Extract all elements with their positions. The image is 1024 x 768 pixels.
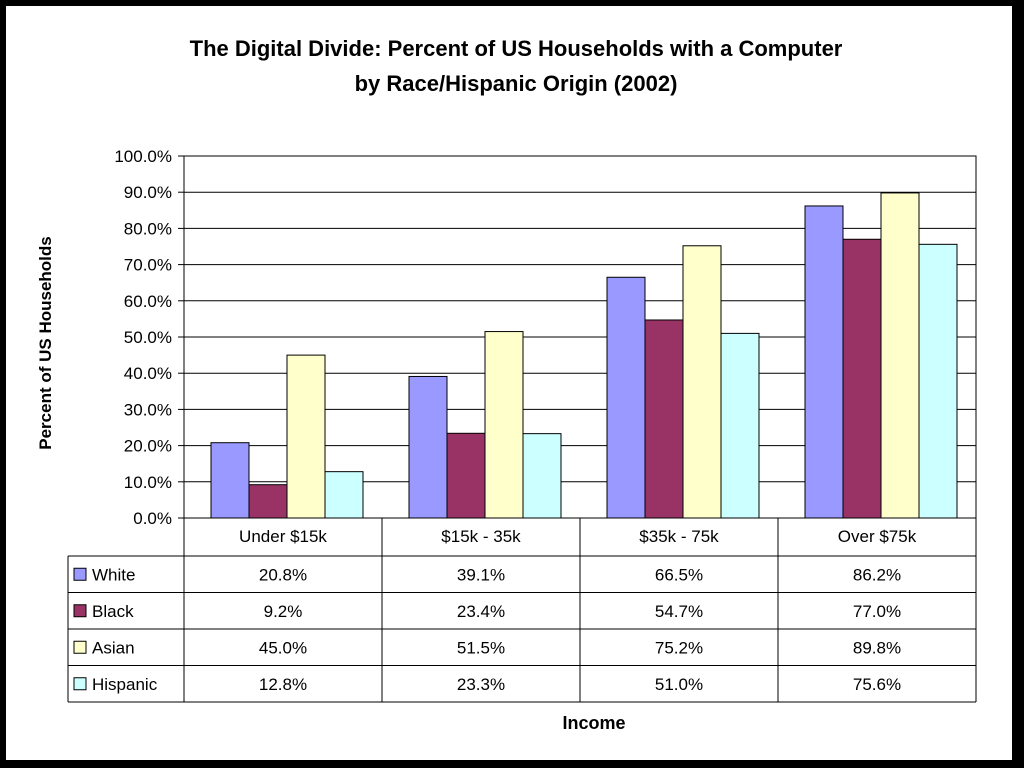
legend-label-black: Black <box>92 602 134 621</box>
chart-title-line1: The Digital Divide: Percent of US Househ… <box>190 36 843 61</box>
y-tick-label: 80.0% <box>124 219 172 238</box>
legend-swatch-black <box>73 604 87 618</box>
bar-asian <box>880 192 920 519</box>
x-axis-label: Income <box>562 713 625 733</box>
bar-hispanic <box>720 332 760 519</box>
data-label: 75.6% <box>853 675 901 694</box>
bar-white <box>606 276 646 519</box>
data-label: 23.4% <box>457 602 505 621</box>
data-table: Under $15k $15k - 35k $35k - 75k Over $75k W… <box>67 518 977 703</box>
bar-black <box>842 238 882 519</box>
y-axis-label: Percent of US Households <box>36 236 55 449</box>
data-label: 75.2% <box>655 638 703 657</box>
bar-white <box>804 205 844 519</box>
chart-frame: The Digital Divide: Percent of US Househ… <box>6 6 1012 760</box>
data-label: 89.8% <box>853 638 901 657</box>
data-label: 66.5% <box>655 565 703 584</box>
legend-label-hispanic: Hispanic <box>92 675 158 694</box>
data-label: 45.0% <box>259 638 307 657</box>
y-tick-label: 30.0% <box>124 400 172 419</box>
y-tick-label: 50.0% <box>124 328 172 347</box>
x-tick-label: $35k - 75k <box>639 527 719 546</box>
data-label: 54.7% <box>655 602 703 621</box>
bar-white <box>210 442 250 519</box>
x-tick-label: Under $15k <box>239 527 327 546</box>
data-label: 23.3% <box>457 675 505 694</box>
y-tick-label: 60.0% <box>124 292 172 311</box>
legend-swatch-hispanic <box>73 677 87 691</box>
data-label: 77.0% <box>853 602 901 621</box>
bar-asian <box>484 331 524 519</box>
chart-canvas: The Digital Divide: Percent of US Househ… <box>36 36 977 733</box>
y-tick-label: 100.0% <box>114 147 172 166</box>
data-label: 86.2% <box>853 565 901 584</box>
bar-asian <box>682 245 722 519</box>
legend-swatch-white <box>73 567 87 581</box>
y-tick-label: 70.0% <box>124 256 172 275</box>
y-tick-label: 20.0% <box>124 437 172 456</box>
legend-label-asian: Asian <box>92 638 135 657</box>
bar-asian <box>286 354 326 519</box>
y-tick-label: 0.0% <box>133 509 172 528</box>
bar-white <box>408 375 448 519</box>
x-tick-label: $15k - 35k <box>441 527 521 546</box>
chart-title-line2: by Race/Hispanic Origin (2002) <box>355 71 678 96</box>
bars <box>210 192 958 519</box>
y-tick-label: 90.0% <box>124 183 172 202</box>
legend-swatch-asian <box>73 640 87 654</box>
data-label: 39.1% <box>457 565 505 584</box>
bar-hispanic <box>522 433 562 519</box>
y-tick-label: 10.0% <box>124 473 172 492</box>
y-tick-label: 40.0% <box>124 364 172 383</box>
bar-hispanic <box>918 243 958 519</box>
bar-black <box>446 432 486 519</box>
axes: 0.0% 10.0% 20.0% 30.0% 40.0% 50.0% 60.0% 70.0% 8… <box>114 147 977 528</box>
data-label: 20.8% <box>259 565 307 584</box>
bar-hispanic <box>324 471 364 519</box>
x-tick-label: Over $75k <box>838 527 917 546</box>
data-label: 51.5% <box>457 638 505 657</box>
bar-black <box>644 319 684 519</box>
data-label: 9.2% <box>264 602 303 621</box>
legend-label-white: White <box>92 565 135 584</box>
bar-black <box>248 484 288 519</box>
data-label: 51.0% <box>655 675 703 694</box>
data-label: 12.8% <box>259 675 307 694</box>
